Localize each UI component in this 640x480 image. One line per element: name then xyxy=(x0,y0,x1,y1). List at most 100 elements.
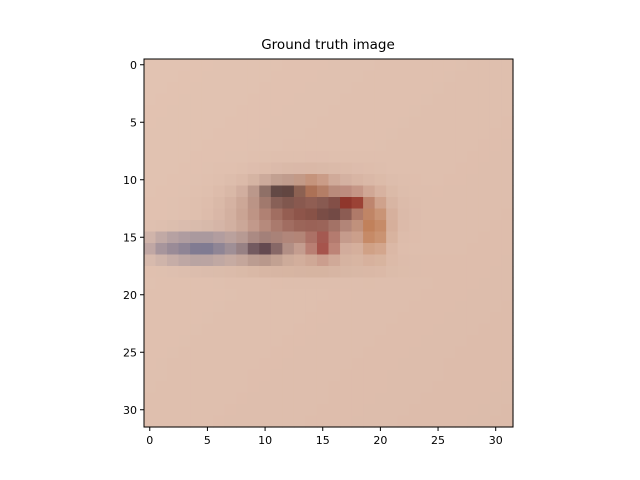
pixel-cell xyxy=(236,70,249,83)
pixel-cell xyxy=(455,415,468,428)
pixel-cell xyxy=(213,59,226,72)
pixel-cell xyxy=(351,346,364,359)
pixel-cell xyxy=(155,116,168,129)
pixel-cell xyxy=(374,358,387,371)
pixel-cell xyxy=(340,392,353,405)
pixel-cell xyxy=(328,358,341,371)
pixel-cell xyxy=(455,277,468,290)
pixel-cell xyxy=(432,369,445,382)
pixel-cell xyxy=(466,312,480,325)
pixel-cell xyxy=(282,323,295,336)
pixel-cell xyxy=(190,392,203,405)
pixel-cell xyxy=(340,358,353,371)
pixel-cell xyxy=(144,231,157,244)
pixel-cell xyxy=(397,277,410,290)
pixel-cell xyxy=(478,82,491,95)
pixel-cell xyxy=(316,323,330,336)
pixel-cell xyxy=(259,128,272,141)
pixel-cell xyxy=(167,243,180,256)
pixel-cell xyxy=(201,254,214,267)
pixel-cell xyxy=(167,369,180,382)
pixel-cell xyxy=(316,277,330,290)
pixel-cell xyxy=(466,220,480,233)
pixel-cell xyxy=(178,289,191,302)
pixel-cell xyxy=(340,381,353,394)
pixel-cell xyxy=(167,392,180,405)
pixel-cell xyxy=(432,93,445,106)
pixel-cell xyxy=(155,208,168,221)
pixel-cell xyxy=(155,335,168,348)
pixel-cell xyxy=(282,59,295,72)
pixel-cell xyxy=(489,415,503,428)
pixel-cell xyxy=(259,289,272,302)
pixel-cell xyxy=(236,312,249,325)
pixel-cell xyxy=(213,392,226,405)
pixel-cell xyxy=(489,289,503,302)
pixel-cell xyxy=(478,208,491,221)
pixel-cell xyxy=(420,323,433,336)
pixel-cell xyxy=(386,151,399,164)
pixel-cell xyxy=(374,208,387,221)
pixel-cell xyxy=(236,185,249,198)
pixel-cell xyxy=(351,174,364,187)
pixel-cell xyxy=(201,392,214,405)
pixel-cell xyxy=(282,139,295,152)
pixel-cell xyxy=(340,59,353,72)
pixel-cell xyxy=(270,243,283,256)
pixel-cell xyxy=(374,243,387,256)
pixel-cell xyxy=(259,105,272,118)
pixel-cell xyxy=(167,381,180,394)
pixel-cell xyxy=(443,139,456,152)
pixel-cell xyxy=(282,289,295,302)
pixel-cell xyxy=(305,369,318,382)
pixel-cell xyxy=(282,312,295,325)
pixel-cell xyxy=(236,266,249,279)
pixel-cell xyxy=(178,116,191,129)
pixel-cell xyxy=(316,381,330,394)
pixel-cell xyxy=(478,358,491,371)
pixel-cell xyxy=(305,323,318,336)
pixel-cell xyxy=(201,59,214,72)
pixel-cell xyxy=(282,82,295,95)
pixel-cell xyxy=(293,220,307,233)
pixel-cell xyxy=(155,220,168,233)
pixel-cell xyxy=(420,208,433,221)
pixel-cell xyxy=(224,381,237,394)
pixel-cell xyxy=(432,116,445,129)
pixel-cell xyxy=(328,93,341,106)
pixel-cell xyxy=(363,358,376,371)
pixel-cell xyxy=(144,254,157,267)
pixel-cell xyxy=(489,174,503,187)
pixel-cell xyxy=(259,392,272,405)
pixel-cell xyxy=(236,243,249,256)
pixel-cell xyxy=(409,323,422,336)
pixel-cell xyxy=(167,312,180,325)
pixel-cell xyxy=(305,128,318,141)
pixel-cell xyxy=(363,346,376,359)
pixel-cell xyxy=(144,116,157,129)
pixel-cell xyxy=(167,300,180,313)
pixel-cell xyxy=(351,116,364,129)
pixel-cell xyxy=(328,70,341,83)
pixel-cell xyxy=(247,266,260,279)
pixel-cell xyxy=(167,335,180,348)
pixel-cell xyxy=(259,116,272,129)
pixel-cell xyxy=(478,335,491,348)
pixel-cell xyxy=(270,346,283,359)
pixel-cell xyxy=(282,381,295,394)
pixel-cell xyxy=(489,82,503,95)
pixel-cell xyxy=(420,116,433,129)
pixel-cell xyxy=(386,335,399,348)
pixel-cell xyxy=(190,335,203,348)
pixel-cell xyxy=(201,105,214,118)
pixel-cell xyxy=(443,254,456,267)
pixel-cell xyxy=(432,289,445,302)
pixel-cell xyxy=(247,369,260,382)
pixel-cell xyxy=(155,162,168,175)
pixel-cell xyxy=(466,174,480,187)
pixel-cell xyxy=(144,162,157,175)
pixel-cell xyxy=(340,116,353,129)
pixel-cell xyxy=(455,358,468,371)
pixel-cell xyxy=(316,59,330,72)
pixel-cell xyxy=(363,151,376,164)
